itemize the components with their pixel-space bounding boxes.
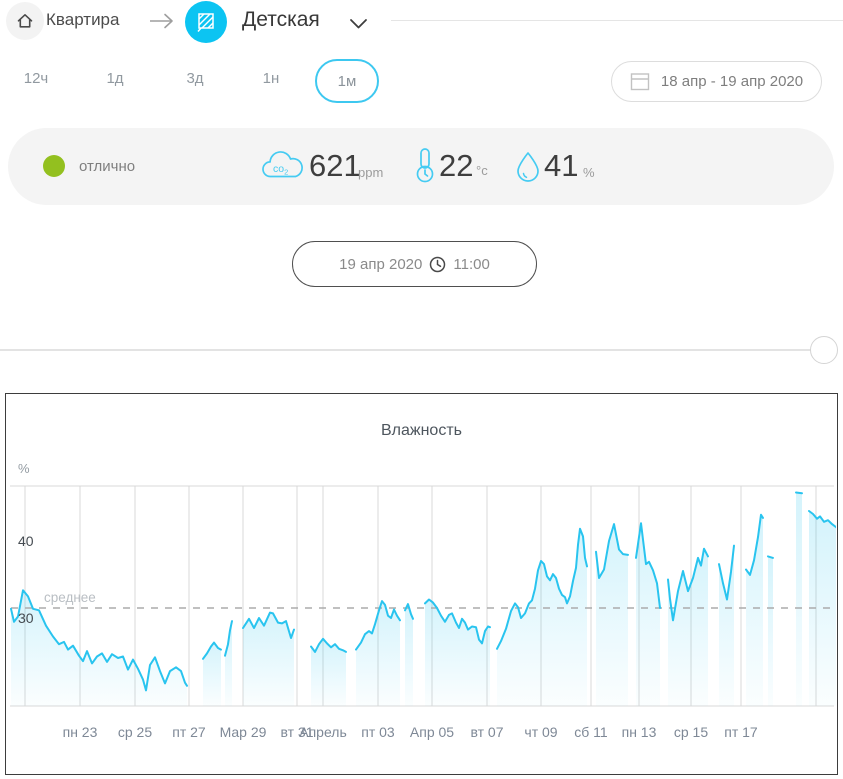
svg-text:среднее: среднее (44, 590, 96, 605)
air-quality-dot (43, 155, 65, 177)
tab-1m-selected[interactable]: 1м (315, 59, 379, 103)
chart-average-line: среднее (11, 590, 834, 609)
timeline-slider-track[interactable] (0, 349, 813, 351)
svg-text:пт 27: пт 27 (172, 724, 206, 740)
water-drop-icon (514, 150, 542, 188)
svg-text:пн 23: пн 23 (63, 724, 98, 740)
humidity-chart-card: Влажность среднее% 40 30 пн 23 ср 25 пт 27 Мар… (5, 393, 838, 775)
chart-title: Влажность (380, 422, 462, 439)
svg-text:вт 07: вт 07 (470, 724, 503, 740)
time-pill-time: 11:00 (453, 255, 490, 273)
status-bar: отлично co2 621 ppm 22 °c 41 % (8, 128, 834, 205)
timeline-slider-handle[interactable] (810, 336, 838, 364)
svg-text:40: 40 (18, 533, 34, 549)
svg-text:%: % (18, 461, 30, 476)
svg-text:сб 11: сб 11 (574, 724, 608, 740)
breadcrumb-location[interactable]: Квартира (46, 10, 120, 29)
svg-text:пт 03: пт 03 (361, 724, 395, 740)
room-plan-icon (197, 13, 214, 32)
svg-text:Мар 29: Мар 29 (220, 724, 267, 740)
svg-text:вт 31: вт 31 (280, 724, 313, 740)
temperature-value: 22 (439, 148, 474, 183)
svg-text:ср 25: ср 25 (118, 724, 152, 740)
co2-cloud-icon: co2 (260, 151, 306, 188)
svg-text:Апр 05: Апр 05 (410, 724, 454, 740)
chevron-down-icon[interactable] (349, 17, 368, 35)
temperature-unit: °c (476, 163, 488, 178)
svg-text:пн 13: пн 13 (622, 724, 657, 740)
thermometer-icon (412, 146, 438, 191)
tab-1w[interactable]: 1н (262, 70, 280, 87)
tab-3d[interactable]: 3д (186, 70, 204, 87)
clock-icon (430, 256, 446, 272)
co2-unit: ppm (358, 165, 384, 180)
calendar-icon (630, 73, 650, 91)
date-range-label: 18 апр - 19 апр 2020 (660, 73, 804, 90)
room-selector-label[interactable]: Детская (242, 8, 320, 31)
air-quality-label: отлично (79, 158, 136, 175)
tab-1d[interactable]: 1д (106, 70, 124, 87)
time-pill-date: 19 апр 2020 (339, 255, 423, 273)
breadcrumb-arrow-icon (147, 11, 177, 36)
home-button[interactable] (6, 2, 44, 40)
room-icon-circle[interactable] (185, 1, 227, 43)
chart-series-line (10, 491, 836, 692)
time-indicator-pill[interactable]: 19 апр 2020 11:00 (292, 241, 537, 287)
svg-text:Апрель: Апрель (299, 724, 347, 740)
home-icon (17, 14, 33, 28)
svg-text:пт 17: пт 17 (724, 724, 758, 740)
header-divider (391, 20, 843, 21)
chart-area-fills (11, 492, 836, 706)
humidity-value: 41 (544, 148, 579, 183)
svg-text:чт 09: чт 09 (524, 724, 557, 740)
humidity-unit: % (583, 165, 595, 180)
svg-text:co2: co2 (273, 163, 288, 177)
co2-value: 621 (309, 148, 361, 183)
tab-12h[interactable]: 12ч (23, 70, 49, 87)
svg-text:ср 15: ср 15 (674, 724, 708, 740)
svg-text:30: 30 (18, 610, 34, 626)
date-range-button[interactable]: 18 апр - 19 апр 2020 (611, 61, 822, 102)
